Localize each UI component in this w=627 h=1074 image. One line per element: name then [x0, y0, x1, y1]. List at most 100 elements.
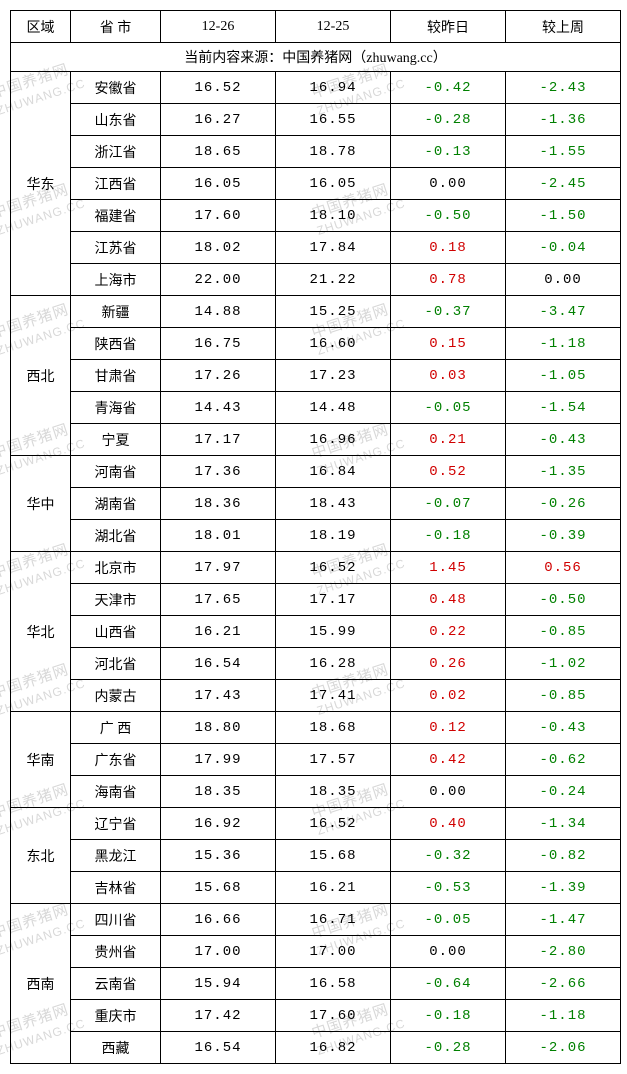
region-cell: 华南 — [11, 712, 71, 808]
table-row: 内蒙古17.4317.410.02-0.85 — [11, 680, 621, 712]
source-text: 当前内容来源：中国养猪网（zhuwang.cc） — [11, 43, 621, 72]
table-row: 山东省16.2716.55-0.28-1.36 — [11, 104, 621, 136]
val-1226: 16.27 — [161, 104, 276, 136]
val-1226: 18.01 — [161, 520, 276, 552]
table-row: 福建省17.6018.10-0.50-1.50 — [11, 200, 621, 232]
table-row: 云南省15.9416.58-0.64-2.66 — [11, 968, 621, 1000]
delta-week: -1.35 — [506, 456, 621, 488]
val-1225: 18.10 — [276, 200, 391, 232]
val-1226: 15.94 — [161, 968, 276, 1000]
col-vs-week: 较上周 — [506, 11, 621, 43]
province-cell: 湖北省 — [71, 520, 161, 552]
delta-day: -0.37 — [391, 296, 506, 328]
table-row: 广东省17.9917.570.42-0.62 — [11, 744, 621, 776]
delta-day: -0.05 — [391, 392, 506, 424]
val-1225: 16.84 — [276, 456, 391, 488]
table-row: 海南省18.3518.350.00-0.24 — [11, 776, 621, 808]
province-cell: 黑龙江 — [71, 840, 161, 872]
province-cell: 山东省 — [71, 104, 161, 136]
province-cell: 河南省 — [71, 456, 161, 488]
val-1226: 16.52 — [161, 72, 276, 104]
val-1226: 16.05 — [161, 168, 276, 200]
region-cell: 西南 — [11, 904, 71, 1064]
val-1225: 16.58 — [276, 968, 391, 1000]
val-1225: 16.60 — [276, 328, 391, 360]
val-1226: 17.42 — [161, 1000, 276, 1032]
col-1225: 12-25 — [276, 11, 391, 43]
val-1226: 17.43 — [161, 680, 276, 712]
val-1226: 17.65 — [161, 584, 276, 616]
val-1226: 17.26 — [161, 360, 276, 392]
val-1225: 21.22 — [276, 264, 391, 296]
table-row: 浙江省18.6518.78-0.13-1.55 — [11, 136, 621, 168]
delta-week: -1.36 — [506, 104, 621, 136]
delta-day: -0.07 — [391, 488, 506, 520]
delta-week: -2.45 — [506, 168, 621, 200]
province-cell: 浙江省 — [71, 136, 161, 168]
delta-week: -0.62 — [506, 744, 621, 776]
val-1226: 18.36 — [161, 488, 276, 520]
delta-day: 1.45 — [391, 552, 506, 584]
delta-week: -3.47 — [506, 296, 621, 328]
delta-day: 0.42 — [391, 744, 506, 776]
val-1226: 18.02 — [161, 232, 276, 264]
val-1226: 16.54 — [161, 1032, 276, 1064]
delta-day: 0.21 — [391, 424, 506, 456]
delta-day: -0.50 — [391, 200, 506, 232]
region-cell: 西北 — [11, 296, 71, 456]
table-row: 江西省16.0516.050.00-2.45 — [11, 168, 621, 200]
delta-week: -0.26 — [506, 488, 621, 520]
delta-day: 0.00 — [391, 776, 506, 808]
delta-day: -0.53 — [391, 872, 506, 904]
val-1226: 17.36 — [161, 456, 276, 488]
delta-day: 0.02 — [391, 680, 506, 712]
val-1225: 16.96 — [276, 424, 391, 456]
province-cell: 西藏 — [71, 1032, 161, 1064]
table-row: 宁夏17.1716.960.21-0.43 — [11, 424, 621, 456]
delta-week: -1.55 — [506, 136, 621, 168]
province-cell: 河北省 — [71, 648, 161, 680]
province-cell: 内蒙古 — [71, 680, 161, 712]
table-row: 黑龙江15.3615.68-0.32-0.82 — [11, 840, 621, 872]
table-row: 贵州省17.0017.000.00-2.80 — [11, 936, 621, 968]
val-1225: 17.17 — [276, 584, 391, 616]
delta-week: -2.43 — [506, 72, 621, 104]
delta-day: -0.28 — [391, 1032, 506, 1064]
delta-day: 0.78 — [391, 264, 506, 296]
province-cell: 辽宁省 — [71, 808, 161, 840]
table-row: 西藏16.5416.82-0.28-2.06 — [11, 1032, 621, 1064]
val-1225: 17.57 — [276, 744, 391, 776]
province-cell: 贵州省 — [71, 936, 161, 968]
delta-week: -0.04 — [506, 232, 621, 264]
val-1226: 16.21 — [161, 616, 276, 648]
province-cell: 福建省 — [71, 200, 161, 232]
val-1226: 16.75 — [161, 328, 276, 360]
table-row: 华北北京市17.9716.521.450.56 — [11, 552, 621, 584]
province-cell: 青海省 — [71, 392, 161, 424]
province-cell: 湖南省 — [71, 488, 161, 520]
val-1225: 15.68 — [276, 840, 391, 872]
delta-day: 0.40 — [391, 808, 506, 840]
table-row: 山西省16.2115.990.22-0.85 — [11, 616, 621, 648]
delta-week: 0.56 — [506, 552, 621, 584]
delta-week: -0.85 — [506, 680, 621, 712]
delta-day: 0.03 — [391, 360, 506, 392]
val-1225: 16.28 — [276, 648, 391, 680]
province-cell: 宁夏 — [71, 424, 161, 456]
val-1225: 17.41 — [276, 680, 391, 712]
table-row: 重庆市17.4217.60-0.18-1.18 — [11, 1000, 621, 1032]
delta-day: 0.26 — [391, 648, 506, 680]
val-1226: 15.68 — [161, 872, 276, 904]
table-row: 华东安徽省16.5216.94-0.42-2.43 — [11, 72, 621, 104]
delta-day: -0.05 — [391, 904, 506, 936]
province-cell: 海南省 — [71, 776, 161, 808]
delta-week: -1.47 — [506, 904, 621, 936]
header-row: 区域 省 市 12-26 12-25 较昨日 较上周 — [11, 11, 621, 43]
table-row: 华南广 西18.8018.680.12-0.43 — [11, 712, 621, 744]
val-1226: 18.80 — [161, 712, 276, 744]
delta-day: 0.48 — [391, 584, 506, 616]
delta-day: 0.18 — [391, 232, 506, 264]
val-1225: 17.60 — [276, 1000, 391, 1032]
val-1225: 14.48 — [276, 392, 391, 424]
province-cell: 广 西 — [71, 712, 161, 744]
